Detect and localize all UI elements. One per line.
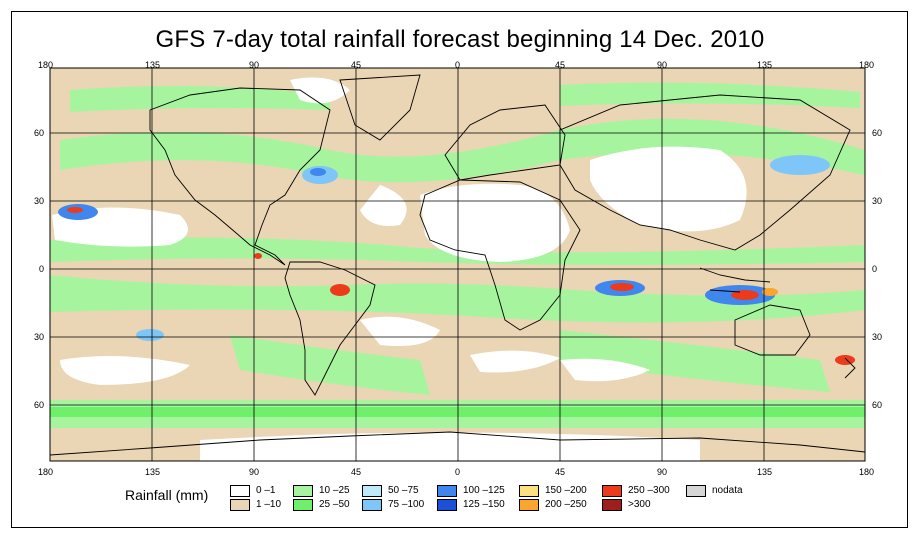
africa-outline — [419, 179, 581, 331]
lon-label-bottom: 90 — [657, 467, 668, 477]
legend-label: 100 –125 — [463, 485, 505, 496]
legend-label: 50 –75 — [388, 485, 419, 496]
lat-label-left: 60 — [34, 400, 45, 410]
lon-label-bottom: 90 — [249, 467, 260, 477]
greenland-outline — [339, 74, 421, 141]
legend-swatch — [230, 499, 250, 511]
legend-swatch — [293, 485, 313, 497]
lat-label-right: 30 — [872, 332, 883, 342]
lat-label-left: 30 — [34, 196, 45, 206]
lon-label-top: 0 — [455, 60, 461, 70]
legend-label: 10 –25 — [319, 485, 350, 496]
legend-title: Rainfall (mm) — [125, 487, 209, 503]
new-zealand-outline — [844, 357, 856, 379]
north-america-outline — [149, 87, 331, 266]
map-border — [49, 67, 866, 462]
lon-label-top: 90 — [249, 60, 260, 70]
legend-swatch — [519, 485, 539, 497]
lon-label-top: 135 — [145, 60, 161, 70]
legend-label: 75 –100 — [388, 499, 425, 510]
lon-label-bottom: 180 — [38, 467, 54, 477]
legend-swatch — [602, 499, 622, 511]
indonesia-outline — [699, 267, 771, 293]
lon-label-bottom: 135 — [145, 467, 161, 477]
lon-label-bottom: 180 — [859, 467, 875, 477]
legend-swatch — [437, 485, 457, 497]
australia-outline — [734, 304, 811, 356]
legend-label: 0 –1 — [256, 485, 276, 496]
lat-label-left: 60 — [34, 128, 45, 138]
europe-outline — [444, 104, 566, 181]
graticule — [50, 68, 865, 461]
lat-label-right: 60 — [872, 128, 883, 138]
legend-swatch — [362, 499, 382, 511]
lat-label-right: 30 — [872, 196, 883, 206]
lon-label-top: 180 — [38, 60, 54, 70]
lon-label-bottom: 45 — [351, 467, 362, 477]
lat-label-left: 0 — [39, 264, 45, 274]
figure-frame — [11, 11, 908, 528]
legend-label: 250 –300 — [628, 485, 670, 496]
legend-swatch — [602, 485, 622, 497]
lon-label-top: 90 — [657, 60, 668, 70]
lon-label-bottom: 0 — [455, 467, 461, 477]
lat-label-left: 30 — [34, 332, 45, 342]
lon-label-bottom: 135 — [757, 467, 773, 477]
lon-label-top: 45 — [351, 60, 362, 70]
south-america-outline — [284, 261, 376, 396]
antarctica-outline — [50, 431, 865, 456]
legend-label: >300 — [628, 499, 651, 510]
legend-label: 125 –150 — [463, 499, 505, 510]
legend-swatch — [686, 485, 706, 497]
lat-label-right: 60 — [872, 400, 883, 410]
map-title: GFS 7-day total rainfall forecast beginn… — [155, 26, 765, 53]
legend-swatch — [230, 485, 250, 497]
legend-label: nodata — [712, 485, 743, 496]
asia-outline — [559, 94, 851, 251]
lat-label-right: 0 — [872, 264, 878, 274]
legend-label: 1 –10 — [256, 499, 282, 510]
legend-label: 200 –250 — [545, 499, 587, 510]
legend-swatch — [437, 499, 457, 511]
lon-label-bottom: 45 — [555, 467, 566, 477]
lon-label-top: 135 — [757, 60, 773, 70]
legend-label: 25 –50 — [319, 499, 350, 510]
legend-label: 150 –200 — [545, 485, 587, 496]
legend-swatch — [519, 499, 539, 511]
lon-label-top: 45 — [555, 60, 566, 70]
legend-swatch — [362, 485, 382, 497]
rain-heavy-spots — [58, 155, 855, 365]
lon-label-top: 180 — [859, 60, 875, 70]
legend-swatch — [293, 499, 313, 511]
continent-outlines — [50, 74, 865, 456]
